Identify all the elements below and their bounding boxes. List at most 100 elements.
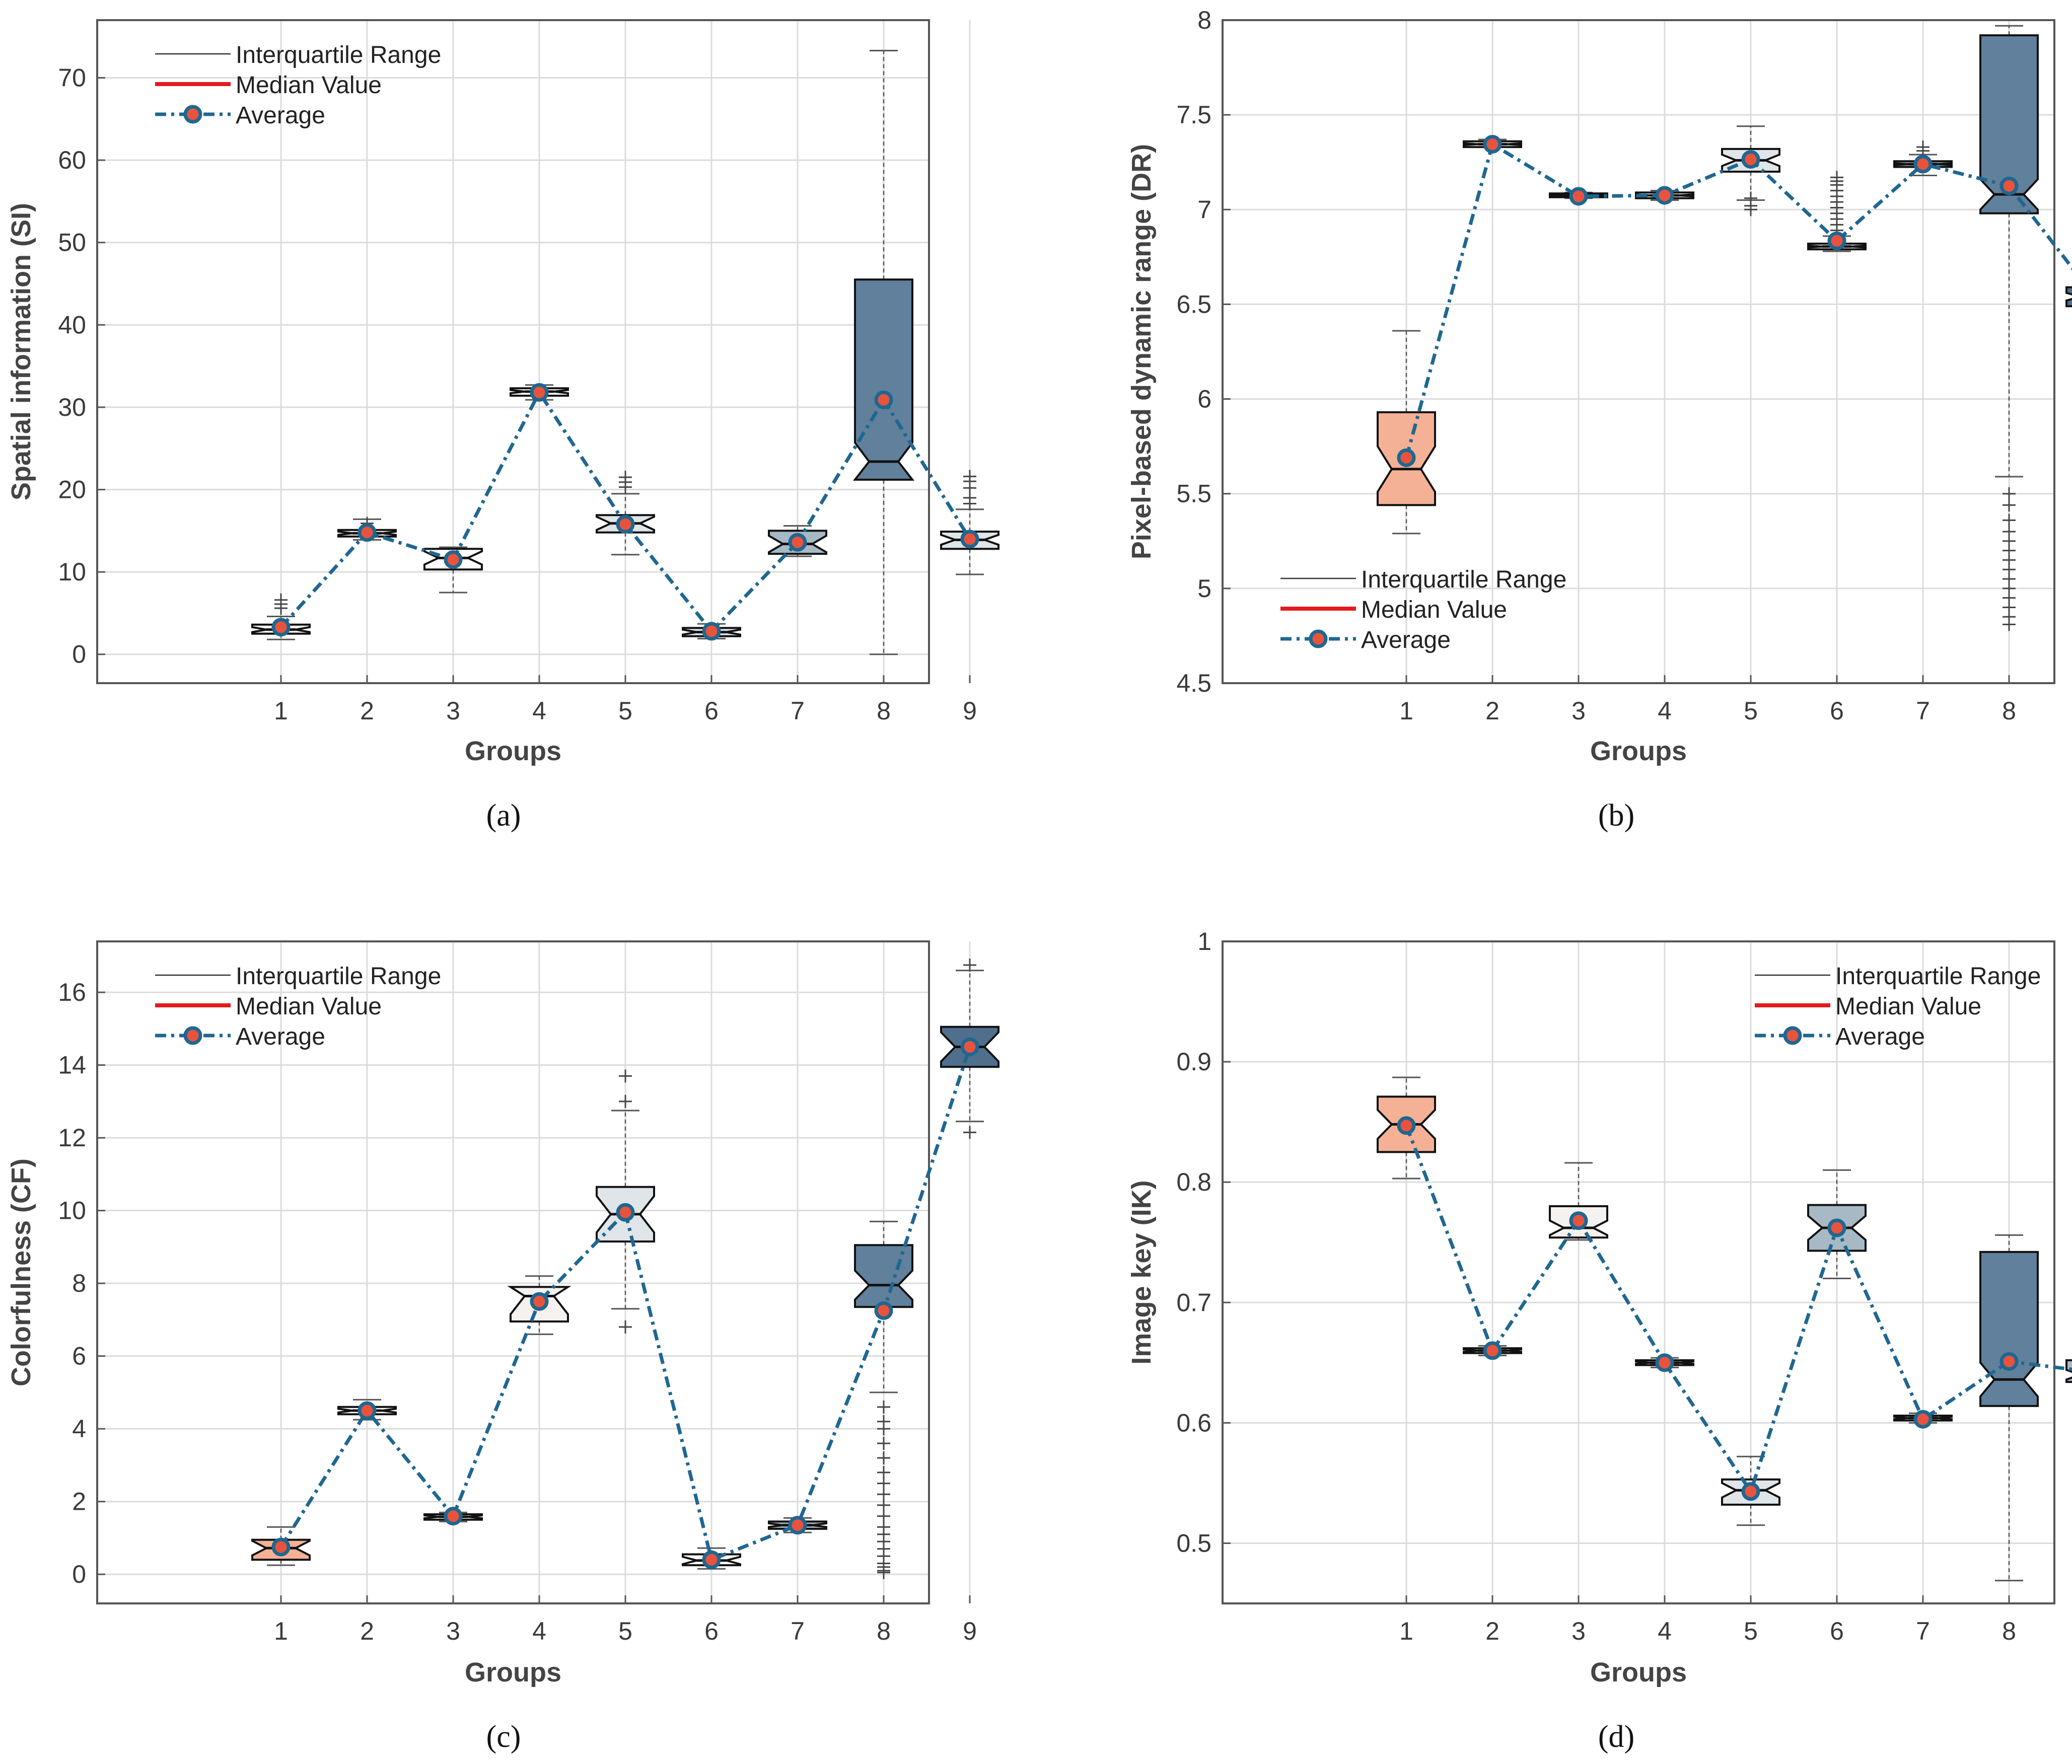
box-group-7 (768, 1517, 827, 1533)
average-marker (1827, 231, 1846, 250)
average-marker (1913, 155, 1933, 174)
x-tick-label: 1 (274, 1617, 288, 1645)
x-axis-label: Groups (465, 1657, 561, 1687)
outlier-point (877, 1498, 890, 1512)
box-group-5 (596, 470, 655, 556)
average-marker (1397, 1116, 1416, 1135)
x-tick-label: 1 (1399, 697, 1413, 725)
x-tick-label: 5 (618, 1617, 632, 1645)
y-tick-label: 60 (58, 146, 86, 174)
outlier-point (877, 1477, 890, 1490)
y-tick-label: 50 (58, 229, 86, 257)
average-marker (444, 1507, 463, 1526)
x-tick-label: 8 (877, 697, 891, 725)
box-group-9 (2065, 1359, 2072, 1383)
y-tick-label: 7.5 (1176, 101, 1211, 129)
x-tick-label: 4 (532, 1617, 546, 1645)
box-group-8 (852, 50, 915, 655)
panel-d: 0.50.60.70.80.91123456789GroupsImage key… (1126, 927, 2072, 1754)
box-group-5 (1721, 1455, 1780, 1526)
legend-iqr-label: Interquartile Range (1835, 963, 2041, 990)
average-marker (1483, 1341, 1502, 1360)
outlier-point (1830, 171, 1843, 184)
average-marker (702, 622, 721, 641)
y-tick-label: 0.5 (1176, 1529, 1211, 1557)
legend-iqr-label: Interquartile Range (236, 42, 441, 68)
average-marker (874, 390, 893, 409)
box-body (1979, 1251, 2039, 1407)
outlier-point (877, 1415, 890, 1428)
average-marker (1827, 1218, 1846, 1237)
average-marker (616, 514, 635, 534)
legend-average-label: Average (236, 102, 325, 129)
average-marker (1655, 186, 1674, 205)
box-group-5 (1721, 125, 1780, 216)
average-marker (530, 383, 549, 402)
average-marker (1999, 176, 2019, 195)
average-marker (874, 1301, 893, 1320)
box-group-4 (1635, 1357, 1694, 1368)
average-marker (788, 1516, 807, 1535)
y-axis-label: Colorfulness (CF) (6, 1158, 36, 1386)
x-tick-label: 6 (704, 697, 719, 725)
average-marker (1655, 1353, 1674, 1372)
average-marker (1741, 150, 1760, 169)
legend-average-marker (1783, 1026, 1802, 1045)
average-marker (1569, 187, 1588, 206)
x-tick-label: 4 (1658, 697, 1672, 725)
legend-iqr-label: Interquartile Range (236, 963, 441, 990)
box-group-8 (854, 1220, 913, 1579)
y-tick-label: 70 (58, 64, 86, 92)
y-tick-label: 14 (58, 1051, 86, 1079)
outlier-point (963, 958, 976, 972)
legend: Interquartile Range Median Value Average (155, 963, 441, 1050)
outlier-point (877, 1400, 890, 1414)
box-group-9 (2065, 286, 2072, 308)
outlier-point (619, 1069, 632, 1083)
legend-median-label: Median Value (236, 993, 382, 1020)
x-tick-label: 1 (274, 697, 288, 725)
x-axis-label: Groups (1590, 1657, 1687, 1687)
average-marker (702, 1550, 721, 1569)
y-tick-label: 1 (1197, 927, 1211, 956)
outlier-point (619, 470, 632, 484)
x-tick-label: 5 (618, 697, 632, 725)
box-group-1 (1377, 330, 1436, 535)
panel-caption: (d) (1598, 1720, 1634, 1754)
x-axis-label: Groups (1590, 736, 1687, 766)
average-line (1404, 141, 2072, 459)
x-tick-label: 6 (1830, 697, 1844, 725)
x-tick-label: 7 (791, 697, 805, 725)
outlier-point (877, 1465, 890, 1479)
outlier-point (877, 1451, 890, 1464)
x-tick-label: 8 (2002, 1617, 2016, 1645)
y-tick-label: 16 (58, 978, 86, 1006)
y-tick-label: 6.5 (1176, 290, 1211, 318)
y-tick-label: 0.7 (1176, 1288, 1211, 1316)
average-marker (271, 618, 291, 637)
legend-iqr-label: Interquartile Range (1361, 566, 1566, 593)
panel-caption: (b) (1598, 798, 1634, 833)
outlier-point (2003, 498, 2016, 512)
x-tick-label: 1 (1399, 1617, 1413, 1645)
x-tick-label: 2 (360, 1617, 374, 1645)
axes-frame (96, 19, 930, 684)
legend-average-label: Average (1835, 1023, 1925, 1050)
average-marker (1741, 1482, 1760, 1501)
average-marker (1913, 1410, 1933, 1429)
average-line (1404, 1125, 2072, 1496)
y-tick-label: 5 (1197, 574, 1211, 603)
y-tick-label: 20 (58, 476, 86, 504)
x-tick-label: 9 (963, 697, 977, 725)
outlier-point (619, 1094, 632, 1108)
outlier-point (274, 593, 288, 607)
average-marker (1999, 1352, 2019, 1371)
y-tick-label: 6 (1197, 385, 1211, 413)
y-tick-label: 12 (58, 1124, 86, 1152)
box-group-8 (1979, 25, 2039, 631)
y-tick-label: 30 (58, 393, 86, 421)
x-tick-label: 8 (2002, 697, 2016, 725)
x-tick-label: 5 (1744, 697, 1758, 725)
x-tick-label: 6 (1830, 1617, 1844, 1645)
